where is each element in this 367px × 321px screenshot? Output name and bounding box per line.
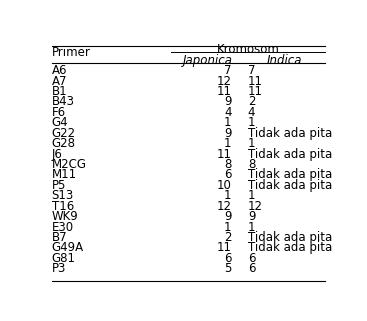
Text: 5: 5 [224,262,232,275]
Text: P5: P5 [51,179,66,192]
Text: G4: G4 [51,116,68,129]
Text: B1: B1 [51,85,67,98]
Text: 6: 6 [224,169,232,181]
Text: 12: 12 [217,75,232,88]
Text: 11: 11 [248,75,263,88]
Text: 8: 8 [248,158,255,171]
Text: Tidak ada pita: Tidak ada pita [248,179,332,192]
Text: S13: S13 [51,189,74,202]
Text: 7: 7 [248,64,255,77]
Text: G49A: G49A [51,241,84,254]
Text: M2CG: M2CG [51,158,87,171]
Text: T16: T16 [51,200,74,213]
Text: Tidak ada pita: Tidak ada pita [248,241,332,254]
Text: B7: B7 [51,231,67,244]
Text: 2: 2 [248,95,255,108]
Text: 1: 1 [224,137,232,150]
Text: 9: 9 [224,127,232,140]
Text: Primer: Primer [51,46,90,59]
Text: 11: 11 [217,241,232,254]
Text: G28: G28 [51,137,76,150]
Text: 1: 1 [248,221,255,233]
Text: 1: 1 [248,137,255,150]
Text: J6: J6 [51,148,62,160]
Text: F6: F6 [51,106,66,119]
Text: 10: 10 [217,179,232,192]
Text: 12: 12 [217,200,232,213]
Text: 9: 9 [224,95,232,108]
Text: M11: M11 [51,169,77,181]
Text: 12: 12 [248,200,263,213]
Text: 11: 11 [248,85,263,98]
Text: 9: 9 [224,210,232,223]
Text: A6: A6 [51,64,67,77]
Text: E30: E30 [51,221,74,233]
Text: 1: 1 [224,189,232,202]
Text: Japonica: Japonica [183,54,233,66]
Text: Tidak ada pita: Tidak ada pita [248,231,332,244]
Text: 11: 11 [217,148,232,160]
Text: Tidak ada pita: Tidak ada pita [248,169,332,181]
Text: A7: A7 [51,75,67,88]
Text: P3: P3 [51,262,66,275]
Text: 6: 6 [224,252,232,265]
Text: G81: G81 [51,252,76,265]
Text: Indica: Indica [267,54,302,66]
Text: 2: 2 [224,231,232,244]
Text: Tidak ada pita: Tidak ada pita [248,127,332,140]
Text: 6: 6 [248,252,255,265]
Text: B43: B43 [51,95,75,108]
Text: Kromosom: Kromosom [217,43,279,56]
Text: 8: 8 [224,158,232,171]
Text: 4: 4 [248,106,255,119]
Text: 1: 1 [248,116,255,129]
Text: 1: 1 [224,221,232,233]
Text: Tidak ada pita: Tidak ada pita [248,148,332,160]
Text: 6: 6 [248,262,255,275]
Text: 4: 4 [224,106,232,119]
Text: 11: 11 [217,85,232,98]
Text: G22: G22 [51,127,76,140]
Text: 9: 9 [248,210,255,223]
Text: 7: 7 [224,64,232,77]
Text: 1: 1 [248,189,255,202]
Text: 1: 1 [224,116,232,129]
Text: WK9: WK9 [51,210,78,223]
